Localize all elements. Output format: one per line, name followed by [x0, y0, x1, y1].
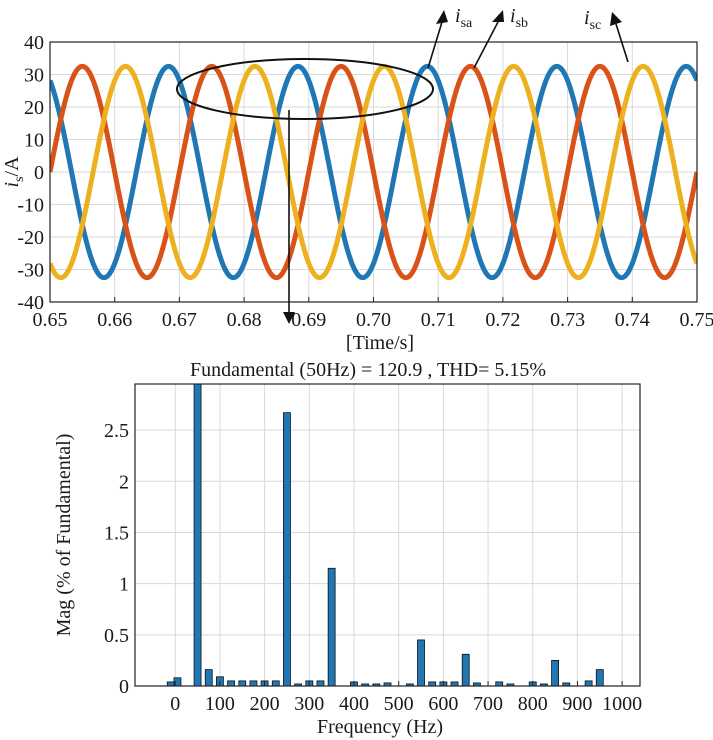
- waveform-x-tick-label: 0.72: [485, 309, 520, 331]
- spectrum-bars: [166, 383, 604, 687]
- spectrum-x-tick-label: 900: [562, 693, 592, 715]
- highlight-ellipse: [176, 58, 434, 120]
- waveform-line-isb: [50, 63, 697, 281]
- waveform-x-tick-label: 0.67: [162, 309, 197, 331]
- svg-text:isc: isc: [584, 7, 601, 33]
- spectrum-bar: [584, 680, 593, 687]
- waveform-x-tick-label: 0.68: [227, 309, 262, 331]
- waveform-line-isc: [50, 63, 697, 281]
- spectrum-bar: [238, 680, 247, 687]
- spectrum-x-tick-label: 600: [428, 693, 458, 715]
- spectrum-bar: [227, 680, 235, 687]
- series-callout-isb: isb: [473, 5, 528, 69]
- waveform-y-label: is/A: [1, 156, 27, 188]
- annotation-arrow-head: [283, 312, 295, 324]
- spectrum-bar: [204, 669, 213, 687]
- waveform-y-tick-label: 30: [24, 65, 44, 87]
- spectrum-x-tick-label: 800: [518, 693, 548, 715]
- spectrum-y-ticks: 0 0.5 1 1.5 2 2.5: [104, 420, 129, 698]
- spectrum-x-ticks: 0 100 200 300 400 500 600 700 800 900 1000: [170, 681, 642, 715]
- spectrum-title: Fundamental (50Hz) = 120.9 , THD= 5.15%: [190, 359, 546, 381]
- series-callout-isc: isc: [584, 7, 629, 63]
- waveform-panel: 0.65 0.66 0.67 0.68 0.69 0.70 0.71 0.72 0.73 0.74…: [1, 5, 713, 354]
- spectrum-y-tick-label: 1.5: [104, 522, 129, 544]
- waveform-x-tick-label: 0.66: [97, 309, 132, 331]
- waveform-y-tick-label: -40: [17, 292, 44, 314]
- spectrum-x-tick-label: 0: [170, 693, 180, 715]
- waveform-line-isa: [50, 63, 697, 281]
- waveform-y-tick-label: 10: [24, 130, 44, 152]
- spectrum-x-tick-label: 700: [473, 693, 503, 715]
- spectrum-grid: [135, 384, 640, 687]
- waveform-y-tick-label: 0: [34, 162, 44, 184]
- spectrum-bar: [249, 680, 258, 687]
- spectrum-bar: [316, 680, 325, 687]
- waveform-y-tick-label: 40: [24, 32, 44, 54]
- spectrum-y-tick-label: 2.5: [104, 420, 129, 442]
- spectrum-y-label: Mag (% of Fundamental): [53, 434, 75, 637]
- spectrum-x-tick-label: 300: [294, 693, 324, 715]
- spectrum-bar: [495, 681, 504, 687]
- waveform-y-tick-label: -10: [17, 195, 44, 217]
- waveform-series: [50, 63, 697, 281]
- spectrum-bar: [595, 669, 604, 687]
- waveform-x-tick-label: 0.69: [291, 309, 326, 331]
- spectrum-bar: [450, 681, 459, 687]
- spectrum-x-label: Frequency (Hz): [317, 716, 443, 738]
- spectrum-x-tick-label: 500: [384, 693, 414, 715]
- waveform-y-tick-label: -30: [17, 260, 44, 282]
- spectrum-y-tick-label: 1: [119, 574, 129, 596]
- waveform-x-tick-label: 0.71: [421, 309, 456, 331]
- waveform-x-tick-label: 0.73: [550, 309, 585, 331]
- spectrum-axes-frame: [134, 383, 641, 687]
- svg-text:isa: isa: [455, 5, 473, 31]
- svg-text:isb: isb: [510, 5, 528, 31]
- spectrum-bar: [271, 680, 280, 687]
- spectrum-x-tick-label: 200: [250, 693, 280, 715]
- spectrum-bar: [327, 567, 336, 687]
- waveform-y-ticks: 40 30 20 10 0 -10 -20 -30 -40: [17, 32, 44, 314]
- waveform-x-tick-label: 0.70: [356, 309, 391, 331]
- spectrum-bar: [283, 412, 291, 687]
- spectrum-y-tick-label: 0: [119, 676, 129, 698]
- spectrum-bar: [551, 660, 559, 687]
- waveform-x-label: [Time/s]: [346, 332, 414, 354]
- spectrum-x-tick-label: 400: [339, 693, 369, 715]
- spectrum-y-tick-label: 0.5: [104, 625, 129, 647]
- spectrum-y-tick-label: 2: [119, 471, 129, 493]
- spectrum-bar: [461, 653, 470, 687]
- waveform-x-ticks: 0.65 0.66 0.67 0.68 0.69 0.70 0.71 0.72 0.73 0.74…: [33, 297, 713, 331]
- waveform-x-tick-label: 0.74: [615, 309, 650, 331]
- spectrum-panel: Fundamental (50Hz) = 120.9 , THD= 5.15% …: [53, 359, 642, 738]
- waveform-x-tick-label: 0.65: [33, 309, 68, 331]
- waveform-y-tick-label: 20: [24, 97, 44, 119]
- spectrum-x-tick-label: 100: [205, 693, 235, 715]
- spectrum-bar: [417, 639, 425, 687]
- series-callout-isa: isa: [427, 5, 473, 69]
- waveform-x-tick-label: 0.75: [680, 309, 713, 331]
- spectrum-bar: [193, 383, 202, 687]
- waveform-y-tick-label: -20: [17, 227, 44, 249]
- spectrum-x-tick-label: 1000: [602, 693, 642, 715]
- svg-text:is/A: is/A: [1, 156, 27, 188]
- spectrum-bar: [428, 681, 437, 687]
- spectrum-bar: [166, 681, 175, 687]
